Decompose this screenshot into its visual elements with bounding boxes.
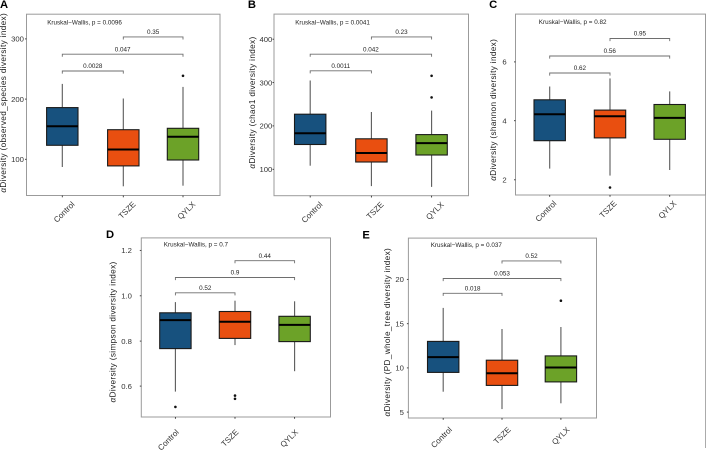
svg-text:αDiversity (shannon diversity: αDiversity (shannon diversity index) bbox=[489, 39, 498, 181]
svg-text:αDiversity (simpson diversity: αDiversity (simpson diversity index) bbox=[109, 261, 118, 402]
svg-text:1.0: 1.0 bbox=[121, 292, 132, 301]
svg-text:6: 6 bbox=[502, 58, 506, 67]
svg-text:0.95: 0.95 bbox=[634, 31, 647, 38]
svg-text:0.0011: 0.0011 bbox=[331, 63, 350, 70]
svg-text:0.9: 0.9 bbox=[231, 270, 240, 277]
svg-text:0.047: 0.047 bbox=[115, 46, 131, 53]
svg-text:0.053: 0.053 bbox=[494, 271, 510, 278]
svg-text:5: 5 bbox=[400, 408, 404, 417]
svg-text:0.35: 0.35 bbox=[147, 29, 160, 36]
svg-text:B: B bbox=[248, 0, 256, 11]
svg-text:0.042: 0.042 bbox=[363, 46, 379, 53]
svg-text:Kruskal−Wallis, p = 0.0041: Kruskal−Wallis, p = 0.0041 bbox=[295, 19, 370, 26]
svg-text:400: 400 bbox=[259, 35, 272, 44]
svg-text:0.8: 0.8 bbox=[121, 337, 132, 346]
svg-text:300: 300 bbox=[11, 35, 24, 44]
svg-text:20: 20 bbox=[395, 275, 404, 284]
svg-text:10: 10 bbox=[395, 364, 404, 373]
svg-text:A: A bbox=[0, 0, 8, 11]
svg-text:Kruskal−Wallis, p = 0.0096: Kruskal−Wallis, p = 0.0096 bbox=[47, 19, 122, 26]
svg-text:0.23: 0.23 bbox=[395, 29, 408, 36]
svg-text:0.56: 0.56 bbox=[604, 48, 617, 55]
svg-text:αDiversity (observed_species d: αDiversity (observed_species diversity i… bbox=[0, 13, 8, 193]
svg-text:E: E bbox=[362, 230, 370, 242]
svg-text:100: 100 bbox=[259, 165, 272, 174]
svg-text:0.0028: 0.0028 bbox=[83, 63, 103, 70]
svg-text:αDiversity (chao1 diversity in: αDiversity (chao1 diversity index) bbox=[248, 36, 257, 168]
svg-text:15: 15 bbox=[395, 319, 404, 328]
svg-text:0.6: 0.6 bbox=[121, 382, 132, 391]
svg-text:D: D bbox=[106, 229, 114, 241]
svg-text:Kruskal−Wallis, p = 0.82: Kruskal−Wallis, p = 0.82 bbox=[539, 19, 607, 26]
svg-text:0.52: 0.52 bbox=[525, 253, 538, 260]
svg-text:Kruskal−Wallis, p = 0.037: Kruskal−Wallis, p = 0.037 bbox=[431, 242, 503, 249]
svg-text:4: 4 bbox=[502, 116, 507, 125]
svg-text:1.2: 1.2 bbox=[121, 246, 132, 255]
svg-text:C: C bbox=[489, 0, 497, 11]
svg-text:αDiversity (PD_whole_tree dive: αDiversity (PD_whole_tree diversity inde… bbox=[383, 248, 392, 417]
svg-text:200: 200 bbox=[11, 95, 24, 104]
svg-text:0.62: 0.62 bbox=[574, 65, 587, 72]
svg-text:2: 2 bbox=[502, 176, 506, 185]
svg-text:0.44: 0.44 bbox=[259, 253, 272, 260]
svg-text:100: 100 bbox=[11, 155, 24, 164]
svg-text:0.52: 0.52 bbox=[199, 285, 212, 292]
svg-text:0.018: 0.018 bbox=[465, 286, 481, 293]
svg-text:300: 300 bbox=[259, 78, 272, 87]
svg-text:200: 200 bbox=[259, 122, 272, 131]
svg-text:Kruskal−Wallis, p = 0.7: Kruskal−Wallis, p = 0.7 bbox=[164, 242, 229, 249]
